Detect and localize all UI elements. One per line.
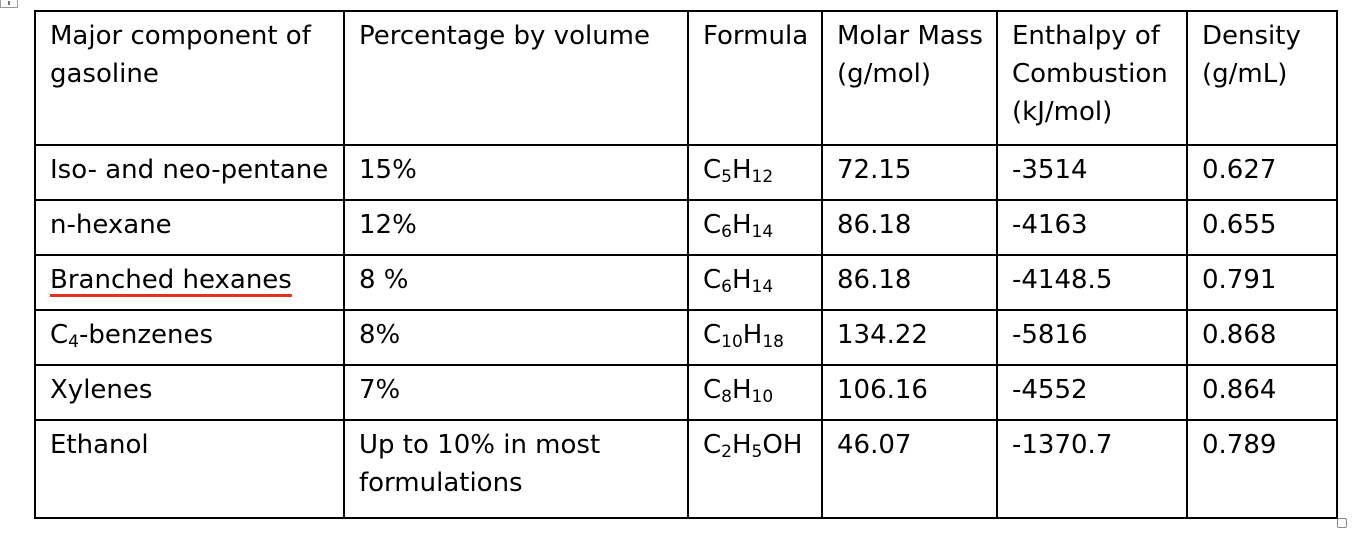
molar-mass-cell[interactable]: 72.15: [821, 144, 998, 201]
header-cell-enthalpy[interactable]: Enthalpy of Combustion (kJ/mol): [996, 10, 1188, 146]
molar-mass-cell[interactable]: 106.16: [821, 364, 998, 421]
component-cell[interactable]: C4-benzenes: [34, 309, 345, 366]
table-row: Ethanol Up to 10% in most formulations C…: [34, 419, 1338, 519]
table-row: Xylenes 7% C8H10 106.16 -4552 0.864: [34, 364, 1338, 421]
density-cell[interactable]: 0.655: [1186, 199, 1338, 256]
header-row: Major component of gasoline Percentage b…: [34, 10, 1338, 146]
component-cell[interactable]: Iso- and neo-pentane: [34, 144, 345, 201]
percentage-cell[interactable]: 7%: [343, 364, 689, 421]
percentage-cell[interactable]: 12%: [343, 199, 689, 256]
formula-cell[interactable]: C6H14: [687, 254, 823, 311]
table-row: Iso- and neo-pentane 15% C5H12 72.15 -35…: [34, 144, 1338, 201]
percentage-cell[interactable]: Up to 10% in most formulations: [343, 419, 689, 519]
formula-cell[interactable]: C5H12: [687, 144, 823, 201]
density-cell[interactable]: 0.864: [1186, 364, 1338, 421]
enthalpy-cell[interactable]: -4163: [996, 199, 1188, 256]
table-row: Branched hexanes 8 % C6H14 86.18 -4148.5…: [34, 254, 1338, 311]
formula-cell[interactable]: C6H14: [687, 199, 823, 256]
enthalpy-cell[interactable]: -4148.5: [996, 254, 1188, 311]
component-cell[interactable]: Ethanol: [34, 419, 345, 519]
table-move-handle[interactable]: [0, 0, 18, 8]
density-cell[interactable]: 0.868: [1186, 309, 1338, 366]
molar-mass-cell[interactable]: 46.07: [821, 419, 998, 519]
density-cell[interactable]: 0.791: [1186, 254, 1338, 311]
enthalpy-cell[interactable]: -5816: [996, 309, 1188, 366]
percentage-cell[interactable]: 8 %: [343, 254, 689, 311]
component-cell[interactable]: Xylenes: [34, 364, 345, 421]
molar-mass-cell[interactable]: 134.22: [821, 309, 998, 366]
gasoline-components-table: Major component of gasoline Percentage b…: [34, 10, 1338, 519]
enthalpy-cell[interactable]: -4552: [996, 364, 1188, 421]
density-cell[interactable]: 0.627: [1186, 144, 1338, 201]
percentage-cell[interactable]: 15%: [343, 144, 689, 201]
header-cell-component[interactable]: Major component of gasoline: [34, 10, 345, 146]
density-cell[interactable]: 0.789: [1186, 419, 1338, 519]
formula-cell[interactable]: C2H5OH: [687, 419, 823, 519]
header-cell-formula[interactable]: Formula: [687, 10, 823, 146]
component-cell[interactable]: n-hexane: [34, 199, 345, 256]
header-cell-molar-mass[interactable]: Molar Mass (g/mol): [821, 10, 998, 146]
enthalpy-cell[interactable]: -1370.7: [996, 419, 1188, 519]
formula-cell[interactable]: C10H18: [687, 309, 823, 366]
header-cell-density[interactable]: Density (g/mL): [1186, 10, 1338, 146]
formula-cell[interactable]: C8H10: [687, 364, 823, 421]
table-row: C4-benzenes 8% C10H18 134.22 -5816 0.868: [34, 309, 1338, 366]
component-cell[interactable]: Branched hexanes: [34, 254, 345, 311]
molar-mass-cell[interactable]: 86.18: [821, 199, 998, 256]
molar-mass-cell[interactable]: 86.18: [821, 254, 998, 311]
header-cell-percentage[interactable]: Percentage by volume: [343, 10, 689, 146]
table-resize-handle[interactable]: [1337, 518, 1347, 528]
enthalpy-cell[interactable]: -3514: [996, 144, 1188, 201]
spellcheck-flagged-text[interactable]: Branched hexanes: [50, 265, 292, 295]
table-row: n-hexane 12% C6H14 86.18 -4163 0.655: [34, 199, 1338, 256]
percentage-cell[interactable]: 8%: [343, 309, 689, 366]
